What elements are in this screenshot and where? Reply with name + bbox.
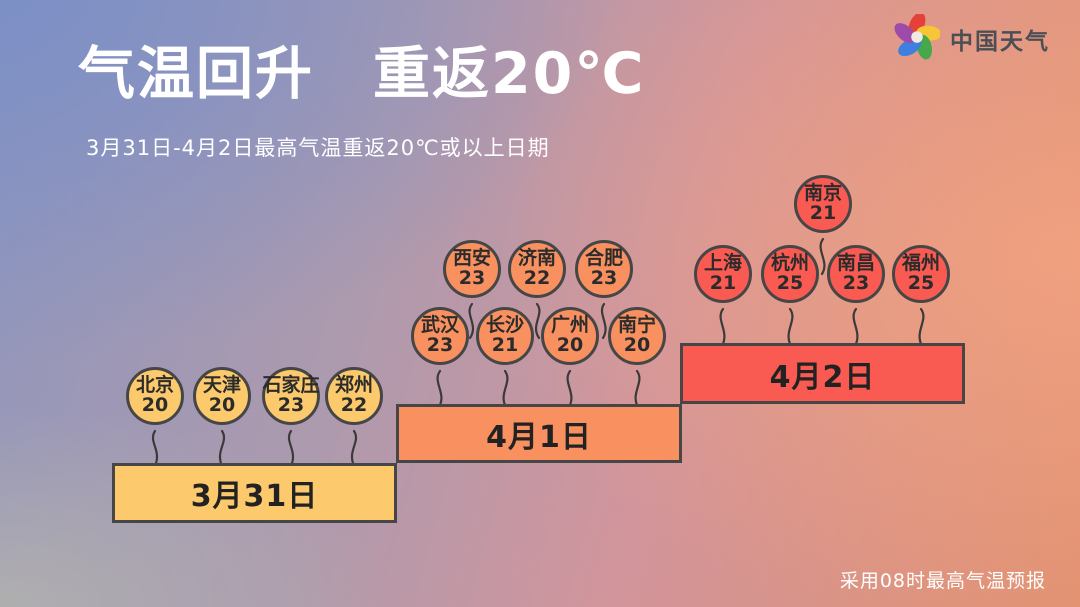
step-bar-apr2: 4月2日 [680,343,965,404]
step-bar-mar31: 3月31日 [112,463,397,523]
city-balloon: 长沙 21 [476,307,534,365]
city-balloon: 天津 20 [193,367,251,425]
city-name: 福州 [901,252,940,275]
city-temp: 23 [277,394,305,416]
city-temp: 23 [458,267,486,289]
city-name: 广州 [550,314,589,337]
balloon-string [819,237,826,276]
city-balloon: 武汉 23 [411,307,469,365]
city-name: 长沙 [485,314,524,337]
city-name: 南京 [803,182,842,205]
brand-name: 中国天气 [950,29,1050,55]
city-name: 南昌 [836,252,875,275]
balloon-string [287,429,295,468]
balloon-string [634,369,641,409]
city-name: 南宁 [617,314,656,337]
city-temp: 22 [523,267,551,289]
city-balloon: 南宁 20 [608,307,666,365]
city-name: 上海 [703,252,742,275]
city-temp: 25 [776,272,804,294]
step-date-label: 4月2日 [769,359,876,395]
city-name: 北京 [135,374,174,397]
city-name: 杭州 [770,252,809,275]
city-temp: 20 [623,334,651,356]
city-name: 济南 [517,247,556,270]
city-name: 武汉 [420,314,459,337]
city-balloon: 杭州 25 [761,245,819,303]
city-balloon: 福州 25 [892,245,950,303]
city-balloon: 合肥 23 [575,240,633,298]
balloon-string [918,307,925,348]
city-name: 天津 [202,374,241,397]
city-balloon: 石家庄 23 [262,367,320,425]
city-temp: 23 [590,267,618,289]
page-subtitle: 3月31日-4月2日最高气温重返20℃或以上日期 [86,136,550,160]
city-temp: 20 [556,334,584,356]
city-temp: 20 [208,394,236,416]
city-temp: 23 [426,334,454,356]
city-balloon: 济南 22 [508,240,566,298]
balloon-string [534,302,541,340]
city-temp: 22 [340,394,368,416]
brand: 中国天气 [894,12,1050,64]
city-temp: 21 [491,334,519,356]
balloon-string [468,302,475,340]
city-name: 西安 [452,247,491,270]
balloon-string [566,369,573,409]
balloon-string [787,307,794,348]
balloon-string [218,429,226,468]
balloon-string [719,307,726,348]
city-temp: 25 [907,272,935,294]
balloon-string [436,369,443,409]
city-balloon: 郑州 22 [325,367,383,425]
city-temp: 21 [809,202,837,224]
city-name: 合肥 [584,247,623,270]
city-balloon: 南京 21 [794,175,852,233]
city-temp: 21 [709,272,737,294]
city-balloon: 南昌 23 [827,245,885,303]
city-temp: 23 [842,272,870,294]
balloon-string [600,302,607,340]
city-balloon: 上海 21 [694,245,752,303]
footnote: 采用08时最高气温预报 [839,570,1046,592]
city-balloon: 西安 23 [443,240,501,298]
city-name: 石家庄 [262,374,320,397]
balloon-string [350,429,358,468]
step-date-label: 4月1日 [486,419,592,455]
balloon-string [151,429,159,468]
city-balloon: 广州 20 [541,307,599,365]
step-date-label: 3月31日 [190,479,319,514]
city-name: 郑州 [334,374,373,397]
balloon-string [502,369,509,409]
page-title: 气温回升 重返20℃ [78,41,646,107]
step-bar-apr1: 4月1日 [396,404,682,463]
city-temp: 20 [141,394,169,416]
balloon-string [852,307,859,348]
city-balloon: 北京 20 [126,367,184,425]
china-weather-logo-icon [894,12,942,64]
